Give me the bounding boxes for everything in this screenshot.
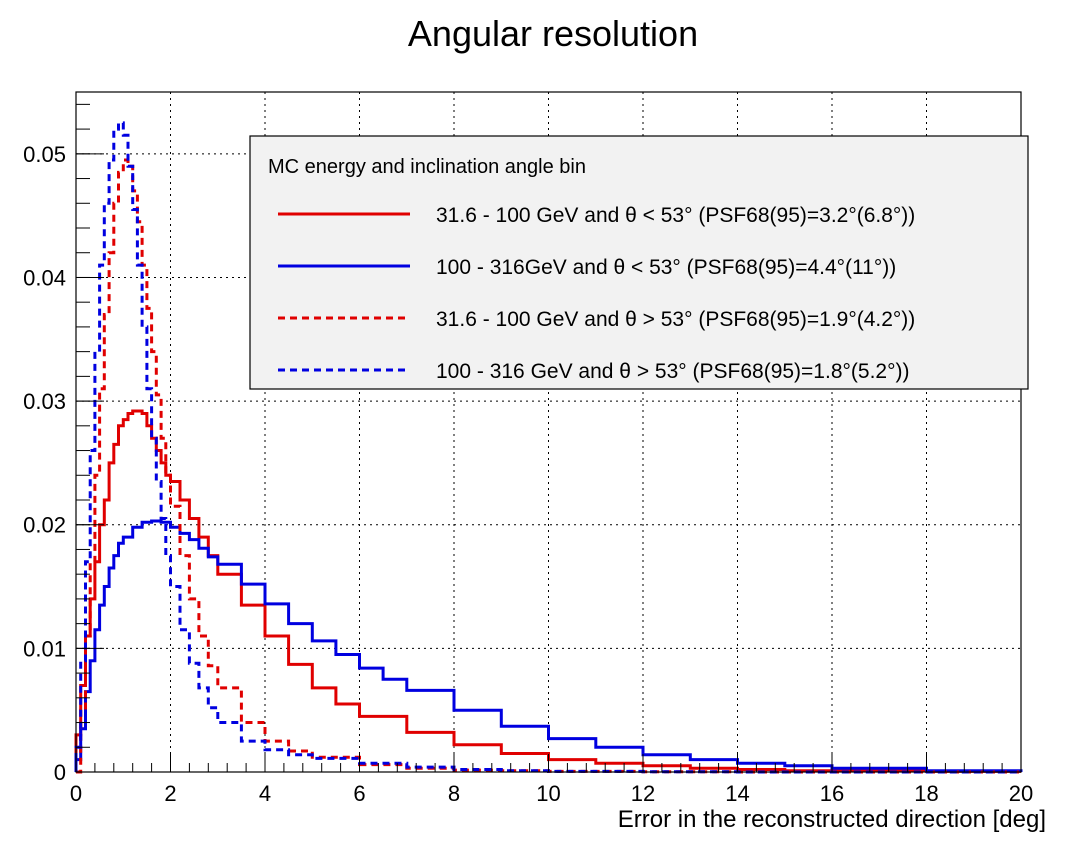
series-line-4 [74, 121, 1021, 774]
x-tick-label: 12 [631, 781, 655, 806]
series-line-2 [74, 519, 1023, 773]
legend: MC energy and inclination angle bin 31.6… [249, 135, 1029, 390]
series-group [74, 121, 1023, 774]
x-tick-label: 4 [259, 781, 271, 806]
x-tick-label: 18 [914, 781, 938, 806]
x-axis-label: Error in the reconstructed direction [de… [618, 806, 1046, 833]
legend-entries: 31.6 - 100 GeV and θ < 53° (PSF68(95)=3.… [278, 204, 915, 383]
y-tick-label: 0.05 [23, 142, 66, 167]
x-tick-label: 16 [820, 781, 844, 806]
x-tick-label: 0 [70, 781, 82, 806]
x-tick-label: 6 [353, 781, 365, 806]
x-tick-label: 8 [448, 781, 460, 806]
axis-ticks: 0 2 4 6 8 10 12 14 16 18 20 0 0.01 0.02 0.03 0.04 0.05 [23, 103, 1033, 806]
legend-title: MC energy and inclination angle bin [268, 156, 586, 178]
x-tick-label: 20 [1009, 781, 1033, 806]
x-tick-label: 10 [536, 781, 560, 806]
legend-label-4: 100 - 316 GeV and θ > 53° (PSF68(95)=1.8… [436, 360, 909, 383]
y-tick-label: 0.03 [23, 389, 66, 414]
y-tick-label: 0.04 [23, 265, 66, 290]
legend-label-1: 31.6 - 100 GeV and θ < 53° (PSF68(95)=3.… [436, 204, 915, 227]
x-tick-label: 14 [725, 781, 749, 806]
legend-label-3: 31.6 - 100 GeV and θ > 53° (PSF68(95)=1.… [436, 308, 915, 331]
y-tick-label: 0.01 [23, 636, 66, 661]
y-tick-label: 0 [54, 760, 66, 785]
series-line-1 [74, 409, 1023, 773]
chart-title: Angular resolution [408, 13, 698, 54]
legend-label-2: 100 - 316GeV and θ < 53° (PSF68(95)=4.4°… [436, 256, 896, 279]
legend-box [249, 135, 1029, 390]
x-tick-label: 2 [164, 781, 176, 806]
y-tick-label: 0.02 [23, 513, 66, 538]
